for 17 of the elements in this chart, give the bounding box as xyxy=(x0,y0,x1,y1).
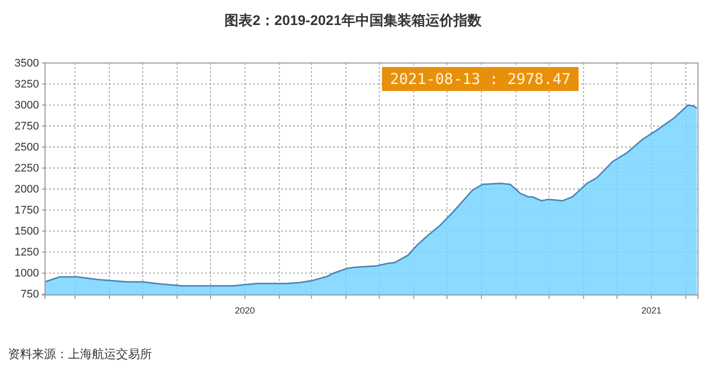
y-tick-label: 2250 xyxy=(14,162,39,175)
y-tick-label: 2750 xyxy=(14,120,39,133)
y-tick-label: 2500 xyxy=(14,142,39,154)
text: 资料来源：上海航运交易所 xyxy=(8,347,152,361)
y-tick-label: 750 xyxy=(20,288,39,301)
y-tick-label: 3000 xyxy=(14,100,39,112)
y-tick-label: 1000 xyxy=(14,268,39,280)
y-tick-label: 1500 xyxy=(14,226,39,238)
y-tick-label: 2000 xyxy=(14,184,39,196)
y-tick-label: 3250 xyxy=(14,78,39,91)
annotation: 2021-08-13 : 2978.47 xyxy=(390,70,571,88)
x-tick-label: 2020 xyxy=(234,305,255,316)
chart-title: 图表2：2019-2021年中国集装箱运价指数 xyxy=(224,12,482,28)
x-tick-label: 2021 xyxy=(641,305,662,316)
y-tick-label: 3500 xyxy=(14,58,39,70)
y-tick-label: 1750 xyxy=(14,204,39,217)
y-tick-label: 1250 xyxy=(14,246,39,259)
